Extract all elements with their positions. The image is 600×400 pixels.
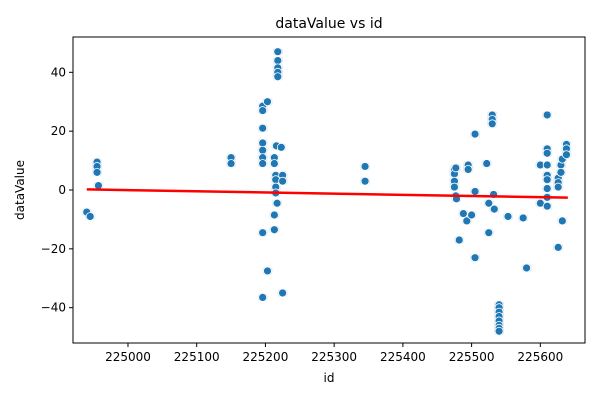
data-point — [258, 138, 268, 148]
x-axis-label: id — [324, 371, 335, 385]
data-point — [522, 263, 531, 273]
data-point — [463, 165, 473, 174]
y-axis-label: dataValue — [13, 160, 27, 220]
data-point — [494, 326, 504, 336]
data-point — [454, 235, 464, 245]
data-point — [542, 201, 552, 211]
data-point — [258, 106, 268, 115]
y-tick-label: 20 — [51, 124, 66, 138]
y-tick-label: −20 — [41, 242, 66, 256]
data-point — [556, 167, 566, 177]
data-point — [278, 176, 288, 186]
data-point — [482, 159, 492, 168]
x-tick-label: 225200 — [243, 350, 289, 364]
data-point — [542, 110, 552, 120]
y-tick-label: −40 — [41, 301, 66, 315]
y-axis-ticks: −40 −20 0 20 40 — [41, 65, 73, 315]
data-point — [258, 145, 268, 155]
data-point — [360, 162, 370, 171]
data-point — [487, 119, 497, 129]
data-point — [542, 184, 552, 193]
data-point — [470, 129, 480, 139]
data-point — [258, 292, 268, 302]
data-point — [258, 159, 268, 168]
data-point — [503, 212, 513, 221]
data-point — [542, 175, 552, 185]
data-point — [542, 160, 552, 170]
x-tick-label: 225500 — [449, 350, 495, 364]
chart-title: dataValue vs id — [275, 16, 382, 32]
data-point — [467, 210, 477, 220]
data-point — [273, 72, 283, 82]
data-point — [226, 159, 236, 168]
x-tick-label: 225100 — [174, 350, 220, 364]
data-point — [273, 56, 283, 65]
data-point — [85, 212, 95, 221]
data-point — [553, 242, 563, 252]
data-point — [451, 163, 461, 173]
data-point — [263, 97, 272, 107]
data-point — [269, 159, 279, 168]
data-point — [258, 123, 268, 133]
data-point — [269, 225, 279, 235]
data-point — [462, 216, 472, 226]
data-point — [269, 210, 279, 220]
data-point — [542, 148, 552, 158]
data-point — [258, 228, 268, 238]
data-point — [518, 213, 528, 223]
data-point — [470, 187, 480, 196]
data-point — [484, 228, 494, 238]
x-tick-label: 225000 — [105, 350, 151, 364]
y-tick-label: 0 — [58, 183, 66, 197]
data-point — [272, 198, 282, 208]
y-tick-label: 40 — [51, 65, 66, 79]
trend-line — [86, 188, 568, 199]
data-point — [450, 182, 459, 192]
data-point — [273, 47, 283, 57]
data-point — [489, 204, 499, 214]
data-point — [557, 216, 567, 226]
x-tick-label: 225400 — [380, 350, 426, 364]
data-point — [263, 266, 272, 276]
x-axis-ticks: 225000 225100 225200 225300 225400 225500 2256… — [105, 343, 563, 364]
data-point — [278, 288, 288, 298]
data-point — [562, 150, 571, 160]
data-point — [360, 176, 370, 186]
data-point — [92, 167, 102, 177]
data-point — [458, 209, 468, 218]
data-point — [553, 182, 563, 192]
data-point — [484, 198, 494, 208]
trend-layer — [86, 188, 568, 199]
x-tick-label: 225600 — [517, 350, 563, 364]
data-point — [276, 142, 286, 152]
x-tick-label: 225300 — [311, 350, 357, 364]
data-point — [470, 253, 480, 263]
